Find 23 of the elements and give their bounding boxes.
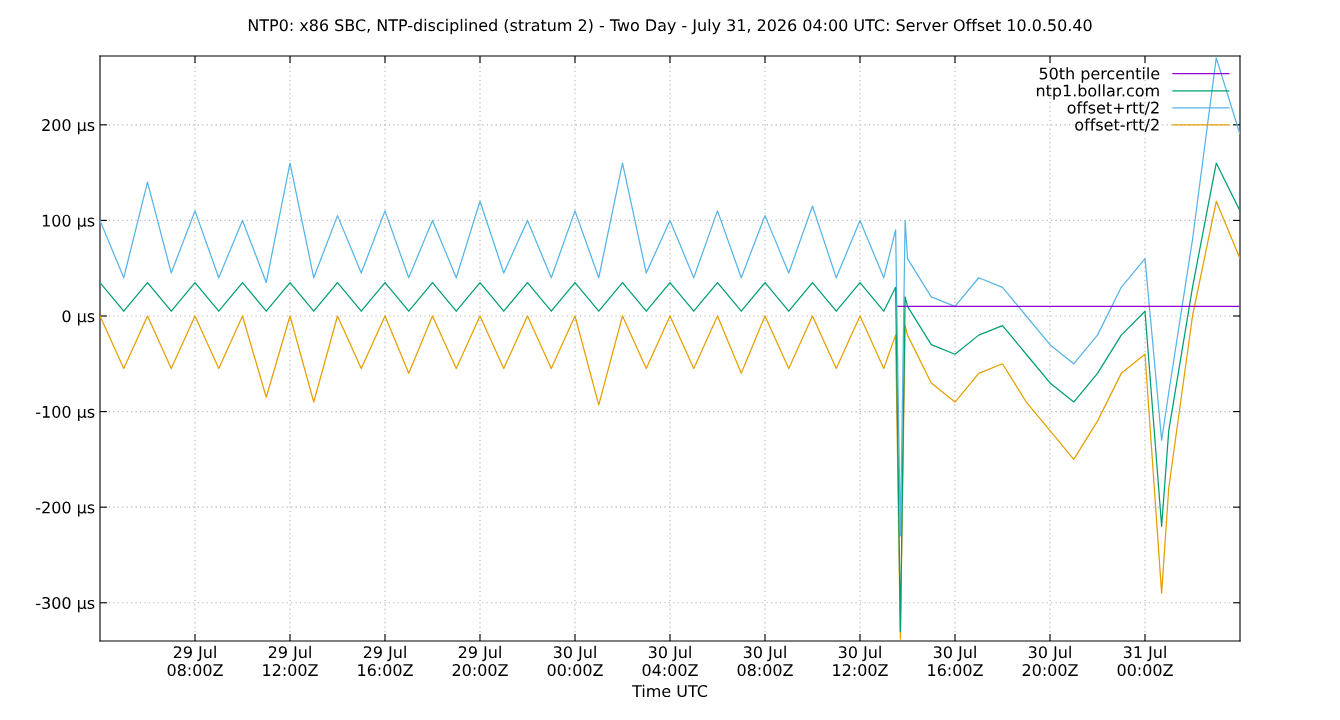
legend-label: ntp1.bollar.com: [1036, 84, 1159, 100]
x-tick-label: 30 Jul 04:00Z: [642, 645, 698, 677]
x-tick-label: 29 Jul 20:00Z: [452, 645, 508, 677]
legend-label: offset+rtt/2: [1067, 101, 1159, 115]
y-tick-label: -100 µs: [36, 405, 95, 421]
x-tick-label: 30 Jul 00:00Z: [547, 645, 603, 677]
y-tick-label: 100 µs: [42, 214, 95, 230]
x-tick-label: 29 Jul 16:00Z: [358, 645, 413, 677]
x-tick-label: 30 Jul 08:00Z: [737, 645, 793, 677]
chart-title: NTP0: x86 SBC, NTP-disciplined (stratum 2) - Two Day - July 31, 2026 04:00 UTC: Server Offset 10.0.50.40: [248, 18, 1092, 35]
x-tick-label: 30 Jul 16:00Z: [928, 645, 983, 677]
x-tick-label: 30 Jul 20:00Z: [1022, 645, 1078, 677]
x-tick-label: 29 Jul 12:00Z: [263, 645, 318, 677]
x-tick-label: 31 Jul 00:00Z: [1117, 645, 1173, 677]
legend-label: offset-rtt/2: [1075, 118, 1159, 132]
y-tick-label: 0 µs: [62, 310, 95, 326]
y-tick-label: 200 µs: [42, 119, 95, 135]
y-tick-label: -200 µs: [36, 501, 95, 517]
x-tick-label: 29 Jul 08:00Z: [167, 645, 223, 677]
x-axis-title: Time UTC: [632, 684, 708, 698]
x-tick-label: 30 Jul 12:00Z: [833, 645, 888, 677]
y-tick-label: -300 µs: [36, 596, 95, 613]
legend-label: 50th percentile: [1039, 67, 1160, 83]
